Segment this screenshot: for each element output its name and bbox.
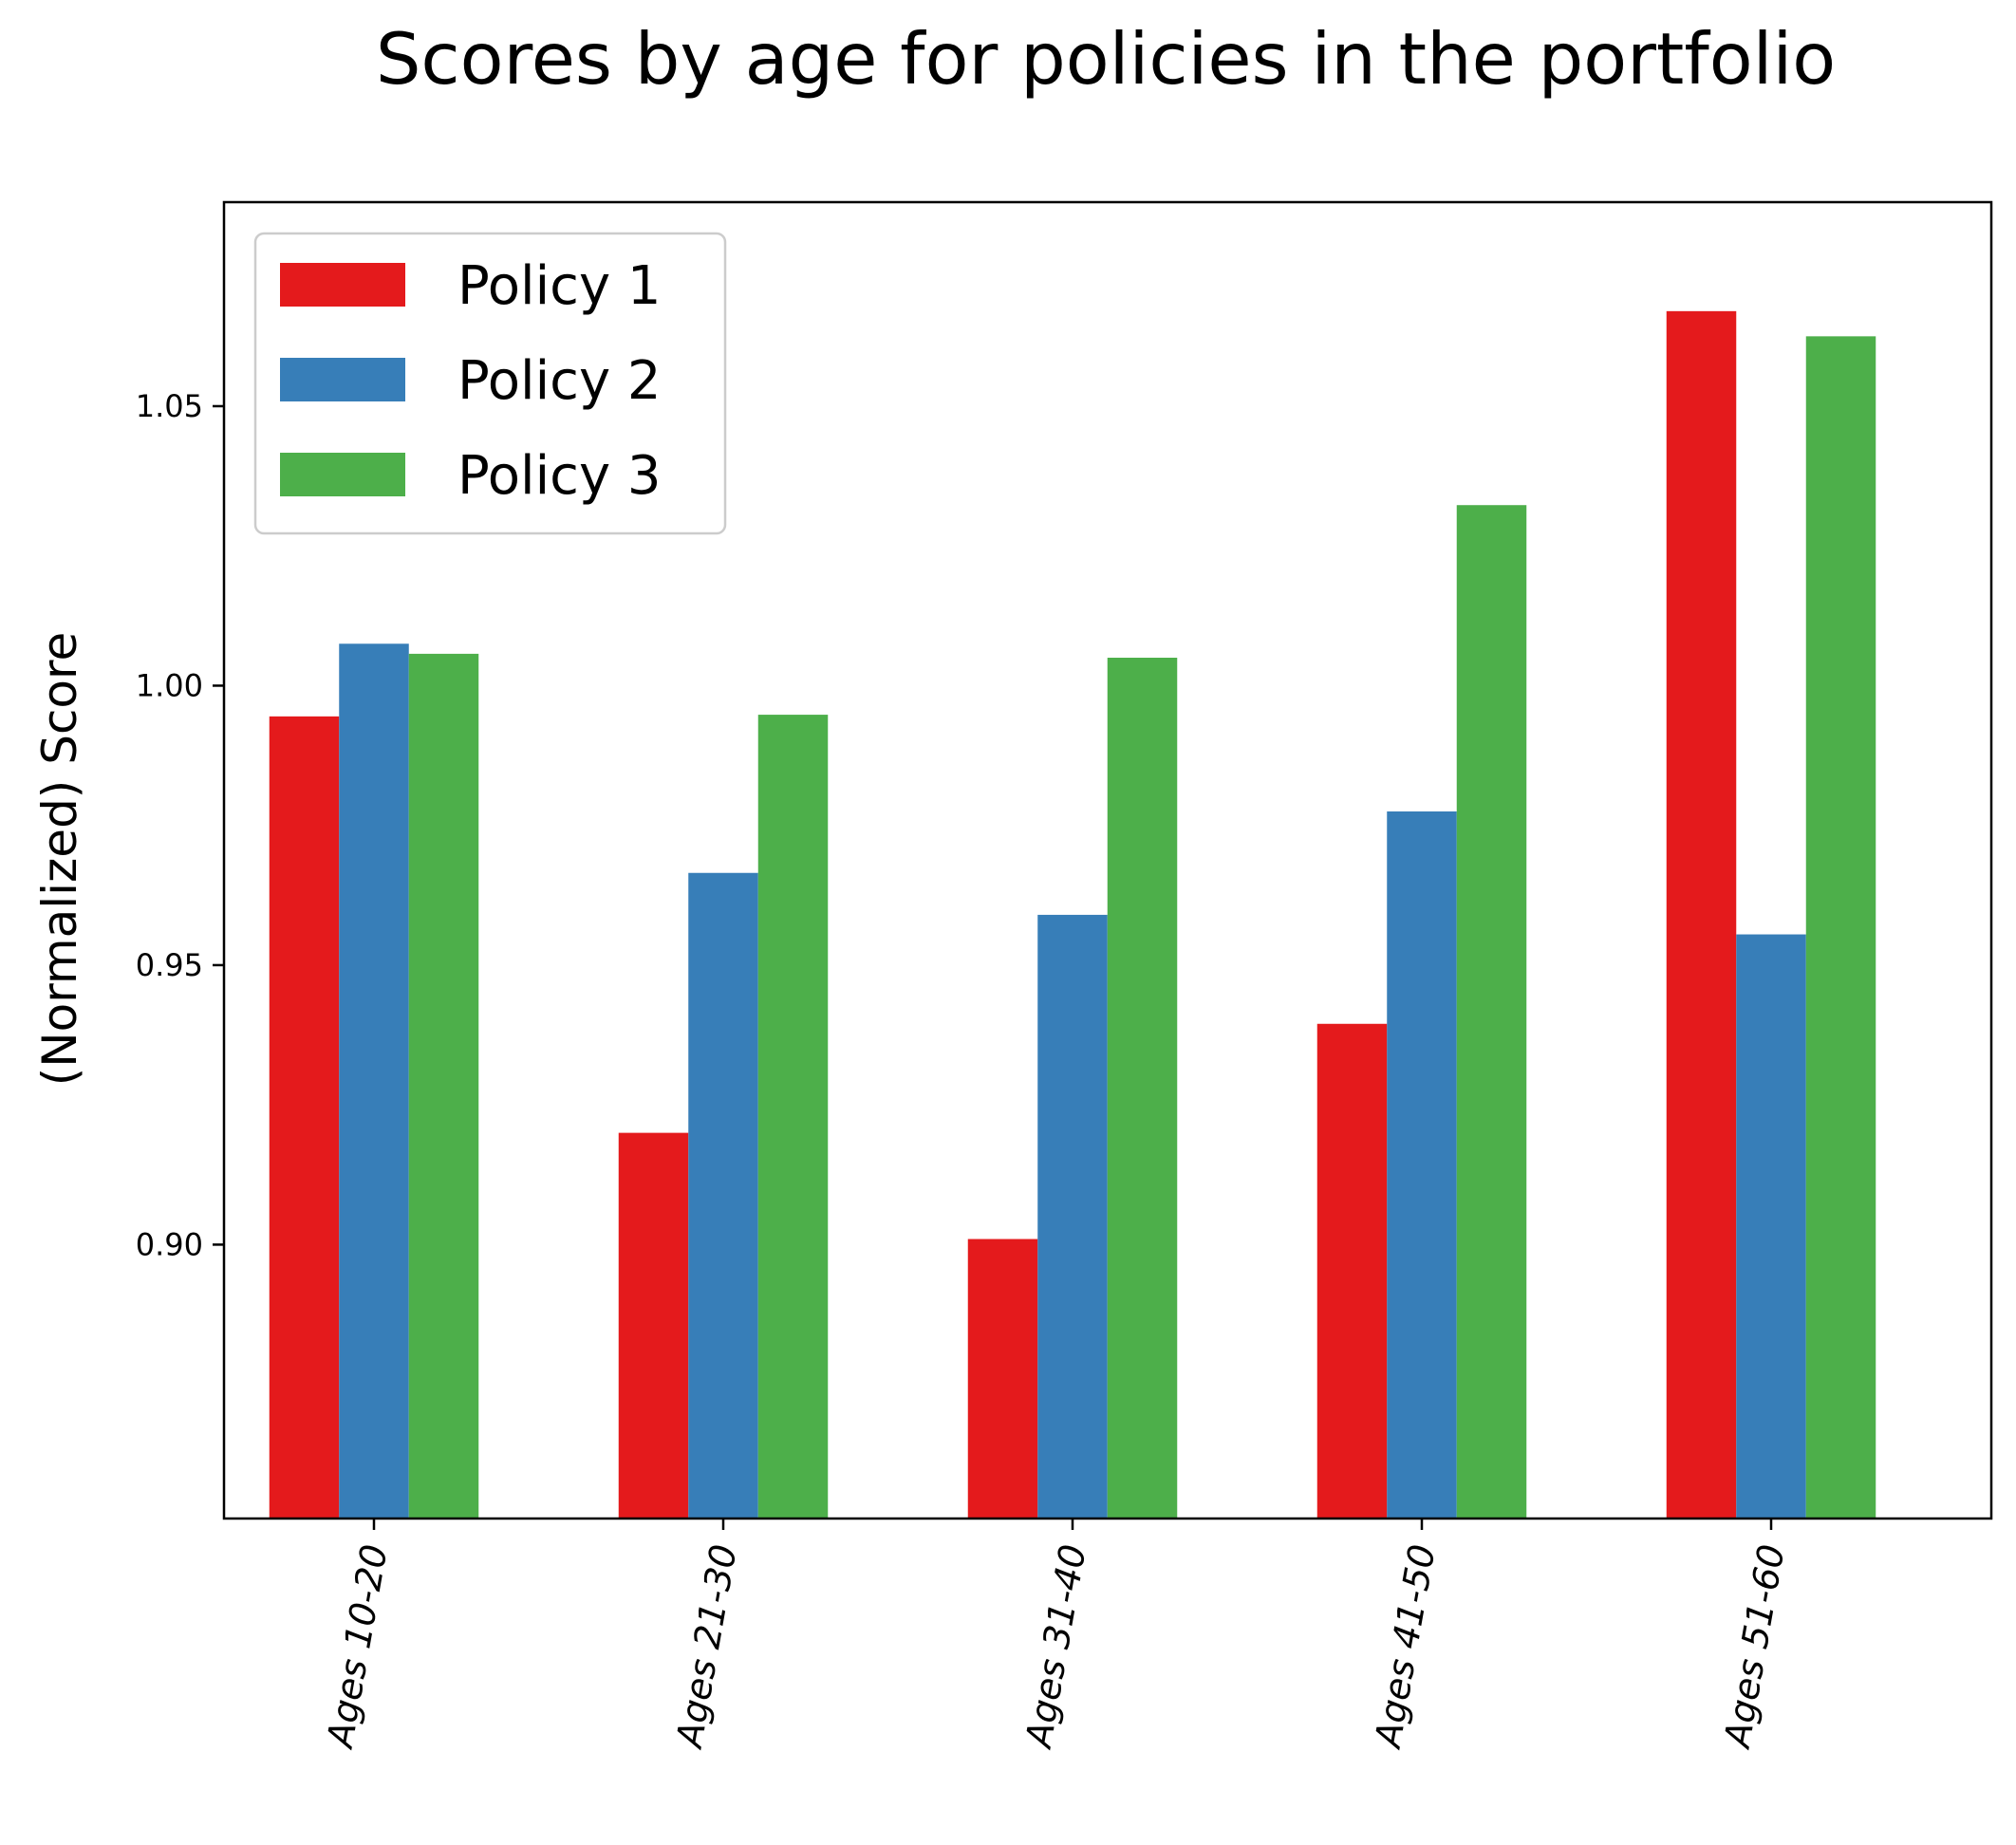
bar-policy-2-2 [688,872,758,1519]
y-axis-label: (Normalized) Score [32,632,87,1087]
bar-policy-3-4 [1456,505,1527,1519]
legend-label-policy-1: Policy 1 [457,255,662,317]
y-tick-label: 1.05 [136,388,203,424]
y-tick-label: 0.90 [136,1226,203,1262]
bar-policy-3-3 [1107,658,1178,1519]
legend: Policy 1 Policy 2 Policy 3 [253,232,727,535]
bar-policy-2-5 [1736,934,1806,1519]
legend-swatch-policy-1 [280,263,405,307]
y-axis-ticks: 0.90 0.95 1.00 1.05 [136,388,224,1262]
legend-label-policy-3: Policy 3 [457,445,662,507]
bar-policy-1-3 [967,1239,1038,1519]
legend-swatch-policy-3 [280,453,405,496]
bars-group [269,310,1876,1519]
bar-policy-3-1 [408,653,479,1519]
bar-policy-1-2 [618,1132,689,1519]
bar-policy-1-4 [1316,1023,1388,1519]
bar-policy-1-1 [269,716,340,1519]
bar-policy-1-5 [1666,310,1737,1519]
chart-title: Scores by age for policies in the portfo… [376,17,1836,101]
y-tick-label: 0.95 [136,947,203,983]
bar-policy-2-3 [1037,914,1108,1519]
bar-policy-3-5 [1805,336,1876,1519]
plot-area-frame [222,200,1993,1520]
y-tick-label: 1.00 [136,667,203,703]
legend-label-policy-2: Policy 2 [457,350,662,412]
bar-policy-3-2 [757,715,829,1519]
bar-policy-2-1 [339,643,409,1519]
legend-swatch-policy-2 [280,358,405,401]
bar-policy-2-4 [1387,811,1457,1519]
